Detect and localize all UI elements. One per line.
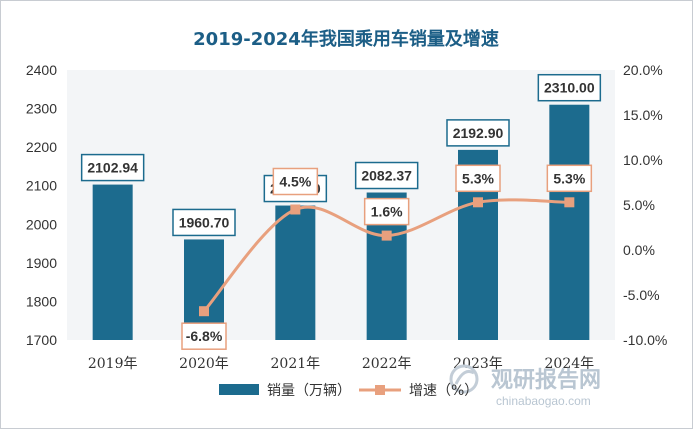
left-tick-label: 1900 [26,255,57,271]
x-tick-label: 2020年 [179,356,229,372]
bar [549,104,590,340]
growth-label-box [363,197,410,226]
watermark-logo-swoosh-icon [454,369,475,385]
bar [275,205,316,340]
left-tick-label: 2200 [26,139,57,155]
bar-label-box [446,119,510,147]
watermark-site: chinabaogao.com [496,394,591,408]
right-tick-label: 15.0% [623,107,663,123]
growth-data-labels: -6.8% 4.5% 1.6% 5.3% 5.3% [181,164,593,350]
legend-bar-label: 销量（万辆） [267,383,351,399]
left-tick-label: 1700 [26,332,57,348]
plot-area [67,70,615,340]
right-tick-label: 20.0% [623,62,663,78]
growth-point [199,306,209,317]
bar-value-label: 1960.70 [179,214,230,230]
bar-label-box [537,73,602,102]
growth-label-box [181,322,227,350]
x-tick-label: 2021年 [271,356,321,372]
growth-label-box [272,167,319,196]
x-tick-label: 2023年 [453,356,503,372]
x-tick-label: 2022年 [362,356,412,372]
growth-value-label: 5.3% [462,170,494,186]
right-axis: -10.0% -5.0% 0.0% 5.0% 10.0% 15.0% 20.0% [623,62,667,348]
bar-value-label: 2310.00 [544,80,595,96]
left-tick-label: 2400 [26,62,57,78]
left-tick-label: 2100 [26,178,57,194]
watermark-brand: 观研报告网 [491,368,601,393]
left-tick-label: 1800 [26,293,57,309]
growth-value-label: -6.8% [186,328,223,344]
right-tick-label: -5.0% [623,287,660,303]
growth-point [290,204,301,215]
right-tick-label: 10.0% [623,152,663,168]
bar-label-box [80,153,145,182]
bar-label-box [172,208,236,237]
right-tick-label: 5.0% [623,197,655,213]
legend-line-label: 增速（%） [409,383,478,399]
bar [92,184,133,340]
chart-title: 2019-2024年我国乘用车销量及增速 [193,28,499,50]
bar-value-label: 2192.90 [453,125,504,141]
right-tick-label: -10.0% [623,332,667,348]
x-axis: 2019年 2020年 2021年 2022年 2023年 2024年 [88,356,594,372]
growth-value-label: 1.6% [371,204,403,220]
growth-point [564,197,575,208]
legend-line-marker [375,385,385,395]
x-tick-label: 2019年 [88,356,138,372]
legend: 销量（万辆） 增速（%） [219,383,478,399]
growth-value-label: 4.5% [279,174,311,190]
right-tick-label: 0.0% [623,242,655,258]
growth-point [381,230,392,241]
line-series [199,197,575,317]
bar-value-label: 2102.94 [87,160,138,176]
growth-label-box [546,164,593,193]
watermark-logo-icon [449,364,479,394]
left-tick-label: 2300 [26,101,57,117]
left-axis: 1700 1800 1900 2000 2100 2200 2300 2400 [26,62,57,348]
legend-bar-swatch [219,384,259,395]
growth-label-box [455,164,501,193]
growth-value-label: 5.3% [553,170,585,186]
x-tick-label: 2024年 [545,356,595,372]
growth-point [473,197,483,208]
watermark: 观研报告网 chinabaogao.com [449,364,601,408]
left-tick-label: 2000 [26,216,57,232]
bar-label-box [354,161,419,190]
bar-value-label: 2082.37 [361,168,412,184]
